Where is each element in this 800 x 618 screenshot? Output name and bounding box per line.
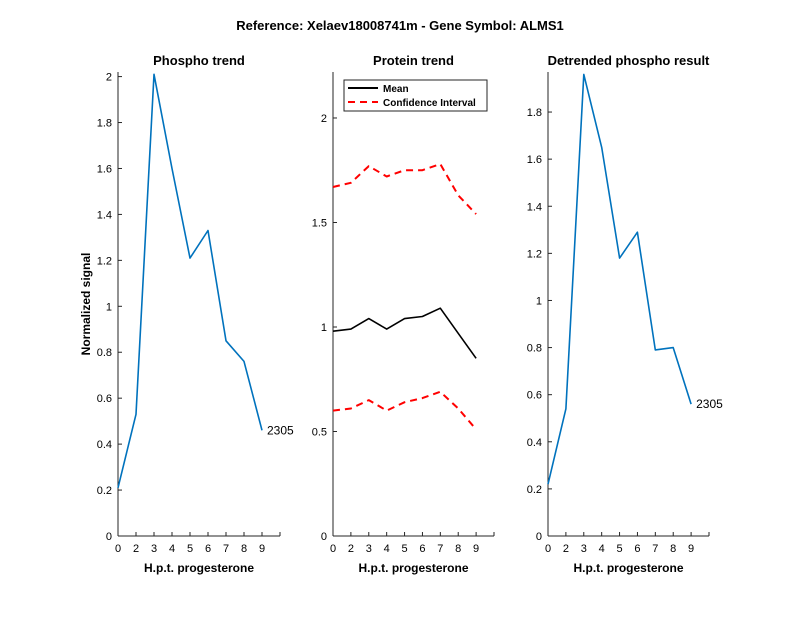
x-tick-label: 5 xyxy=(401,543,407,555)
y-tick-label: 1.4 xyxy=(97,209,112,221)
y-tick-label: 0.8 xyxy=(97,347,112,359)
x-tick-label: 8 xyxy=(670,543,676,555)
y-tick-label: 0.6 xyxy=(97,393,112,405)
panel-3: 00.20.40.60.811.21.41.61.80 2 3 4 5 6 7 8 9Detre… xyxy=(527,53,723,575)
y-tick-label: 1.2 xyxy=(527,248,542,260)
x-tick-label: 4 xyxy=(169,543,175,555)
y-tick-label: 1.2 xyxy=(97,255,112,267)
y-tick-label: 1.8 xyxy=(97,118,112,130)
x-tick-label: 2 xyxy=(133,543,139,555)
series-line-mean xyxy=(332,307,477,359)
y-tick-label: 0.8 xyxy=(527,343,542,355)
legend-label: Confidence Interval xyxy=(383,98,476,109)
x-tick-label: 9 xyxy=(688,543,694,555)
y-tick-label: 1 xyxy=(106,301,112,313)
legend: Mean Confidence Interval xyxy=(343,79,488,112)
panels: 00.20.40.60.811.21.41.61.820 2 3 4 5 6 7 8 9Phos… xyxy=(79,53,723,575)
y-tick-label: 1 xyxy=(536,295,542,307)
y-tick-label: 0.2 xyxy=(527,484,542,496)
panel-1: 00.20.40.60.811.21.41.61.820 2 3 4 5 6 7 8 9Phos… xyxy=(79,53,294,575)
x-tick-label: 8 xyxy=(455,543,461,555)
x-tick-label: 9 xyxy=(473,543,479,555)
y-tick-label: 1.4 xyxy=(527,201,542,213)
x-tick-label: 0 xyxy=(330,543,336,555)
x-tick-label: 6 xyxy=(205,543,211,555)
x-tick-label: 3 xyxy=(151,543,157,555)
y-tick-label: 1.6 xyxy=(97,163,112,175)
y-axis-label: Normalized signal xyxy=(79,253,93,356)
panel-title: Detrended phospho result xyxy=(548,53,710,68)
legend-box xyxy=(343,79,488,112)
y-tick-label: 0.4 xyxy=(527,437,542,449)
x-tick-label: 8 xyxy=(241,543,247,555)
x-tick-label: 5 xyxy=(616,543,622,555)
series-line-phospho xyxy=(117,73,263,488)
x-tick-label: 7 xyxy=(652,543,658,555)
series-line-confidence-interval xyxy=(332,163,477,215)
panel-title: Phospho trend xyxy=(153,53,245,68)
y-tick-label: 0 xyxy=(536,531,542,543)
x-axis-label: H.p.t. progesterone xyxy=(573,561,683,575)
legend-label: Mean xyxy=(383,84,409,95)
x-axis-label: H.p.t. progesterone xyxy=(358,561,468,575)
x-tick-label: 7 xyxy=(437,543,443,555)
x-tick-label: 3 xyxy=(581,543,587,555)
x-tick-label: 6 xyxy=(634,543,640,555)
x-tick-label: 6 xyxy=(419,543,425,555)
x-tick-label: 0 xyxy=(545,543,551,555)
x-tick-label: 0 xyxy=(115,543,121,555)
y-tick-label: 1 xyxy=(321,322,327,334)
x-tick-label: 2 xyxy=(563,543,569,555)
y-tick-label: 0.6 xyxy=(527,390,542,402)
point-annotation: 2305 xyxy=(696,397,723,411)
y-tick-label: 0.4 xyxy=(97,439,112,451)
x-tick-label: 5 xyxy=(187,543,193,555)
y-tick-label: 1.8 xyxy=(527,107,542,119)
x-tick-label: 4 xyxy=(384,543,390,555)
x-tick-label: 9 xyxy=(259,543,265,555)
x-tick-label: 4 xyxy=(599,543,605,555)
y-tick-label: 2 xyxy=(321,113,327,125)
x-axis-label: H.p.t. progesterone xyxy=(144,561,254,575)
series-line-detrended-phospho xyxy=(547,73,692,485)
y-tick-label: 1.5 xyxy=(312,217,327,229)
x-tick-label: 7 xyxy=(223,543,229,555)
y-tick-label: 1.6 xyxy=(527,154,542,166)
y-tick-label: 0.5 xyxy=(312,426,327,438)
series-line-confidence-interval-lower xyxy=(332,390,477,431)
y-tick-label: 0.2 xyxy=(97,485,112,497)
y-tick-label: 0 xyxy=(321,531,327,543)
figure-title: Reference: Xelaev18008741m - Gene Symbol… xyxy=(236,18,564,33)
y-tick-label: 2 xyxy=(106,72,112,84)
point-annotation: 2305 xyxy=(267,423,294,437)
y-tick-label: 0 xyxy=(106,531,112,543)
x-tick-label: 3 xyxy=(366,543,372,555)
x-tick-label: 2 xyxy=(348,543,354,555)
panel-title: Protein trend xyxy=(373,53,454,68)
